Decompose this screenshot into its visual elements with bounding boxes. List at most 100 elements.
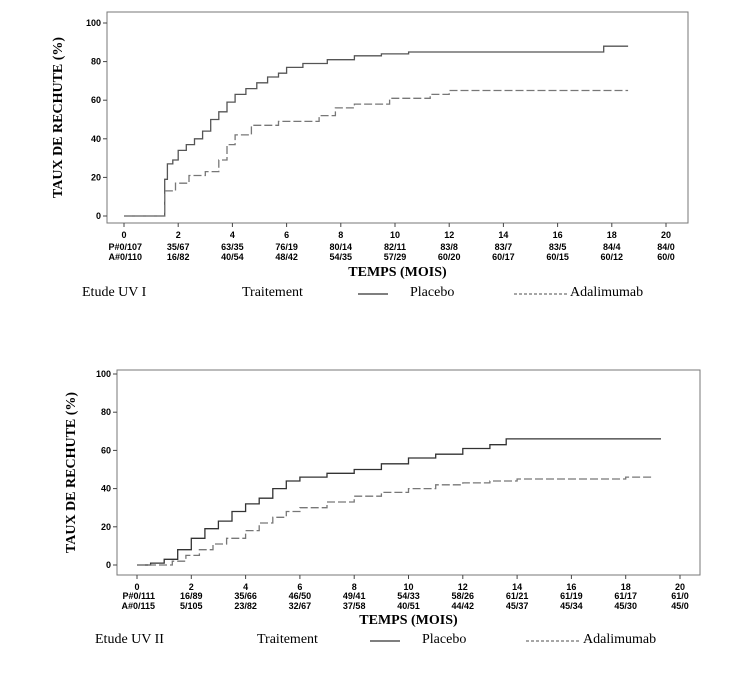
risk-row-label: P#0/107 [108,242,142,252]
risk-count: 54/33 [397,591,420,601]
y-axis-title: TAUX DE RECHUTE (%) [51,37,66,198]
treatment-label: Traitement [242,285,303,300]
risk-count: 35/67 [167,242,190,252]
y-tick-label: 60 [91,95,101,105]
legend-placebo-label: Placebo [422,632,467,647]
x-tick-label: 16 [566,582,576,592]
risk-count: 84/0 [657,242,675,252]
legend-adalimumab-label: Adalimumab [570,285,644,300]
risk-count: 37/58 [343,601,366,611]
x-tick-label: 10 [390,230,400,240]
y-tick-label: 20 [91,172,101,182]
series-line-adalimumab [124,89,629,217]
x-tick-label: 8 [352,582,357,592]
x-tick-label: 20 [675,582,685,592]
risk-count: 82/11 [384,242,406,252]
risk-count: 5/105 [180,601,203,611]
risk-count: 45/0 [671,601,689,611]
y-tick-label: 0 [106,560,111,570]
study-uv2-chart: 0 20 40 60 80 100 0 2 4 6 8 10 12 14 16 18 20 P#0/111 16/8… [64,369,701,628]
risk-count: 58/26 [452,591,475,601]
x-tick-label: 6 [284,230,289,240]
study-uv1-panel: 0 20 40 60 80 100 0 2 4 6 8 10 12 14 16 18 20 P#0/107 35/6… [0,0,751,330]
x-tick-label: 12 [444,230,454,240]
risk-count: 16/82 [167,252,190,262]
x-tick-label: 14 [512,582,522,592]
study-uv1-chart: 0 20 40 60 80 100 0 2 4 6 8 10 12 14 16 18 20 P#0/107 35/6… [51,11,689,280]
y-tick-label: 60 [101,445,111,455]
risk-count: 23/82 [234,601,257,611]
y-tick-label: 40 [91,134,101,144]
risk-row-label: A#0/115 [121,601,155,611]
risk-count: 32/67 [289,601,312,611]
risk-count: 48/42 [275,252,298,262]
legend-adalimumab-swatch [514,293,568,295]
x-tick-label: 8 [338,230,343,240]
x-tick-label: 4 [230,230,235,240]
risk-count: 16/89 [180,591,203,601]
risk-count: 57/29 [384,252,407,262]
series-line-placebo [124,45,629,217]
risk-row-label: P#0/111 [122,591,155,601]
study-label: Etude UV I [82,285,147,300]
x-tick-label: 14 [498,230,508,240]
study-label: Etude UV II [95,632,164,647]
x-axis-title: TEMPS (MOIS) [348,265,447,280]
risk-count: 45/34 [560,601,583,611]
risk-count: 61/21 [506,591,529,601]
risk-count: 83/8 [440,242,458,252]
risk-count: 61/19 [560,591,583,601]
x-tick-label: 12 [458,582,468,592]
risk-count: 60/17 [492,252,515,262]
y-tick-label: 80 [91,57,101,67]
risk-count: 60/20 [438,252,461,262]
risk-count: 84/4 [603,242,621,252]
x-tick-label: 10 [403,582,413,592]
risk-row-label: A#0/110 [108,252,142,262]
risk-count: 61/0 [671,591,689,601]
x-tick-label: 20 [661,230,671,240]
x-tick-label: 0 [121,230,126,240]
series-line-placebo [137,438,661,566]
risk-count: 60/15 [546,252,569,262]
x-tick-label: 2 [189,582,194,592]
x-tick-label: 18 [607,230,617,240]
legend-placebo-label: Placebo [410,285,455,300]
risk-count: 83/7 [495,242,513,252]
x-tick-label: 6 [297,582,302,592]
legend-placebo-swatch [358,293,388,295]
risk-count: 76/19 [275,242,298,252]
x-tick-label: 18 [621,582,631,592]
plot-frame [116,369,701,576]
risk-count: 54/35 [330,252,353,262]
risk-count: 45/30 [614,601,637,611]
treatment-label: Traitement [257,632,318,647]
risk-count: 35/66 [234,591,257,601]
y-tick-label: 80 [101,407,111,417]
y-tick-label: 100 [96,369,111,379]
legend-adalimumab-label: Adalimumab [583,632,657,647]
legend-adalimumab-swatch [526,640,580,642]
x-tick-label: 0 [134,582,139,592]
risk-count: 60/12 [601,252,624,262]
x-tick-label: 16 [553,230,563,240]
study-uv2-panel: 0 20 40 60 80 100 0 2 4 6 8 10 12 14 16 18 20 P#0/111 16/8… [0,352,751,682]
x-tick-label: 4 [243,582,248,592]
y-tick-label: 20 [101,522,111,532]
risk-count: 44/42 [452,601,475,611]
x-axis-title: TEMPS (MOIS) [359,613,458,628]
series-line-adalimumab [137,476,653,566]
risk-count: 60/0 [657,252,675,262]
x-tick-label: 2 [176,230,181,240]
risk-count: 61/17 [614,591,637,601]
legend-placebo-swatch [370,640,400,642]
plot-frame [106,11,689,224]
risk-count: 49/41 [343,591,366,601]
risk-count: 45/37 [506,601,529,611]
risk-count: 80/14 [330,242,353,252]
risk-count: 46/50 [289,591,312,601]
risk-count: 40/51 [397,601,420,611]
risk-count: 83/5 [549,242,567,252]
y-tick-label: 40 [101,484,111,494]
risk-count: 40/54 [221,252,244,262]
